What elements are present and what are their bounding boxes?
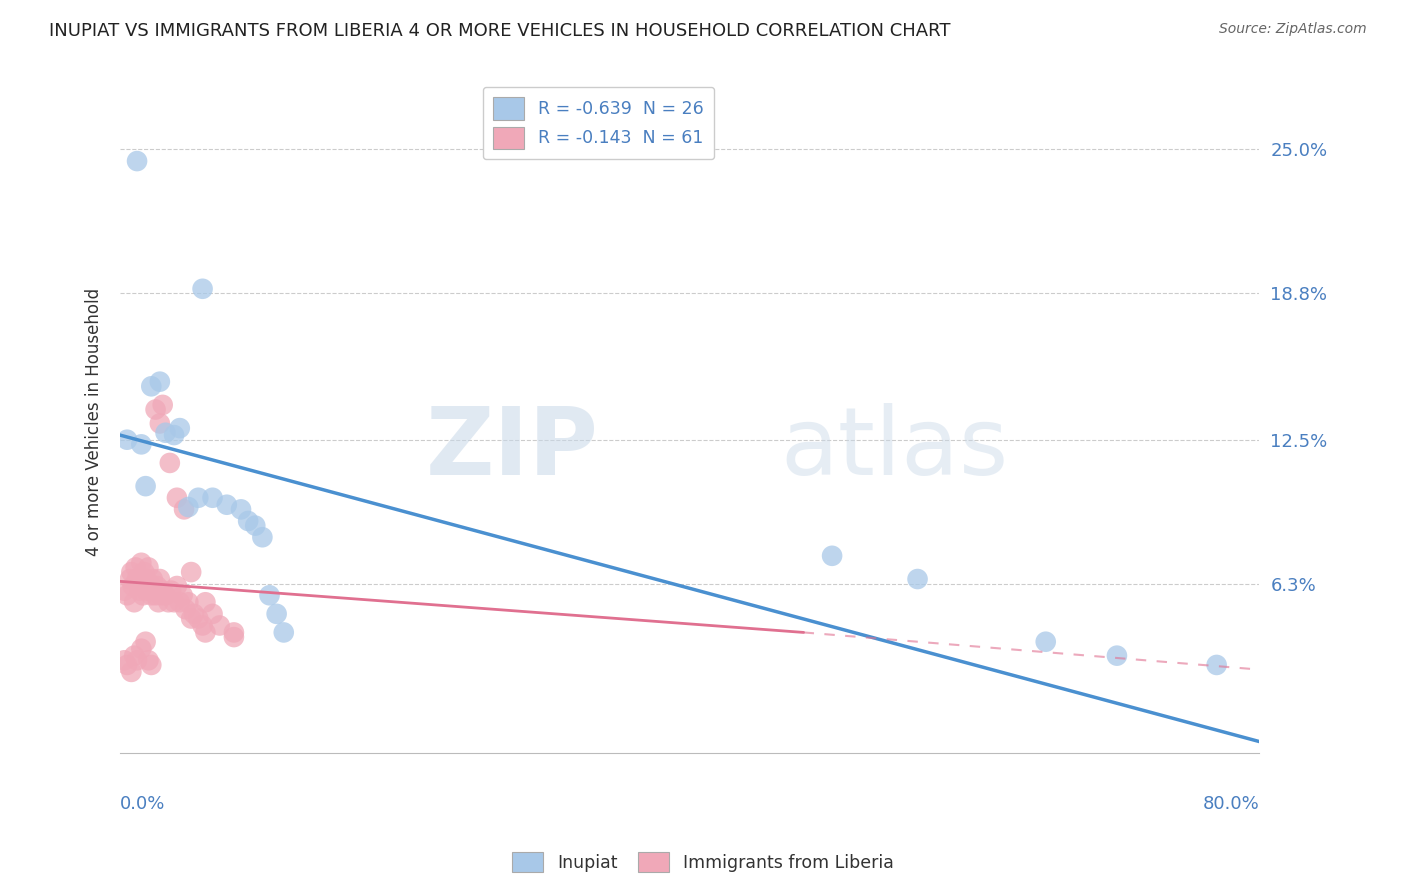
Point xyxy=(138,560,160,574)
Point xyxy=(177,500,200,514)
Point xyxy=(132,588,155,602)
Point xyxy=(149,417,172,431)
Point xyxy=(159,456,181,470)
Point xyxy=(1035,634,1057,648)
Point xyxy=(215,498,238,512)
Point xyxy=(821,549,844,563)
Point xyxy=(183,607,205,621)
Point xyxy=(155,588,177,602)
Point xyxy=(141,657,163,672)
Text: 80.0%: 80.0% xyxy=(1202,795,1260,813)
Point xyxy=(177,595,200,609)
Point xyxy=(146,579,169,593)
Text: INUPIAT VS IMMIGRANTS FROM LIBERIA 4 OR MORE VEHICLES IN HOUSEHOLD CORRELATION C: INUPIAT VS IMMIGRANTS FROM LIBERIA 4 OR … xyxy=(49,22,950,40)
Point xyxy=(187,611,209,625)
Point xyxy=(125,154,148,169)
Point xyxy=(131,556,153,570)
Point xyxy=(149,572,172,586)
Point xyxy=(169,421,191,435)
Point xyxy=(259,588,281,602)
Point xyxy=(907,572,929,586)
Y-axis label: 4 or more Vehicles in Household: 4 or more Vehicles in Household xyxy=(86,288,103,557)
Point xyxy=(174,602,197,616)
Point xyxy=(149,375,172,389)
Point xyxy=(194,625,217,640)
Point xyxy=(118,572,141,586)
Point xyxy=(139,576,162,591)
Point xyxy=(131,437,153,451)
Text: 0.0%: 0.0% xyxy=(120,795,166,813)
Point xyxy=(112,653,135,667)
Point xyxy=(157,595,180,609)
Point xyxy=(141,379,163,393)
Point xyxy=(141,588,163,602)
Point xyxy=(252,530,274,544)
Point xyxy=(187,491,209,505)
Point xyxy=(201,607,224,621)
Point xyxy=(150,588,173,602)
Point xyxy=(236,514,259,528)
Point xyxy=(125,653,148,667)
Point xyxy=(201,491,224,505)
Point xyxy=(191,618,214,632)
Point xyxy=(134,565,156,579)
Legend: R = -0.639  N = 26, R = -0.143  N = 61: R = -0.639 N = 26, R = -0.143 N = 61 xyxy=(482,87,714,160)
Point xyxy=(1205,657,1227,672)
Point xyxy=(122,648,145,663)
Point xyxy=(124,560,146,574)
Point xyxy=(160,583,183,598)
Point xyxy=(143,583,166,598)
Point xyxy=(122,595,145,609)
Point xyxy=(121,579,143,593)
Point xyxy=(135,634,157,648)
Point xyxy=(266,607,288,621)
Point xyxy=(229,502,252,516)
Point xyxy=(222,630,245,644)
Point xyxy=(163,595,186,609)
Point xyxy=(120,665,142,679)
Text: Source: ZipAtlas.com: Source: ZipAtlas.com xyxy=(1219,22,1367,37)
Point xyxy=(145,588,167,602)
Point xyxy=(115,588,138,602)
Point xyxy=(152,583,174,598)
Point xyxy=(180,611,202,625)
Point xyxy=(169,595,191,609)
Point xyxy=(152,398,174,412)
Text: atlas: atlas xyxy=(780,403,1010,495)
Point xyxy=(173,502,195,516)
Point xyxy=(208,618,231,632)
Text: ZIP: ZIP xyxy=(426,403,599,495)
Point xyxy=(125,572,148,586)
Point xyxy=(129,583,152,598)
Legend: Inupiat, Immigrants from Liberia: Inupiat, Immigrants from Liberia xyxy=(505,845,901,879)
Point xyxy=(145,402,167,417)
Point xyxy=(166,579,188,593)
Point xyxy=(245,518,267,533)
Point xyxy=(222,625,245,640)
Point xyxy=(273,625,295,640)
Point xyxy=(120,565,142,579)
Point xyxy=(194,595,217,609)
Point xyxy=(131,641,153,656)
Point xyxy=(166,491,188,505)
Point xyxy=(142,572,165,586)
Point xyxy=(172,588,194,602)
Point xyxy=(115,433,138,447)
Point xyxy=(135,479,157,493)
Point xyxy=(138,653,160,667)
Point xyxy=(180,565,202,579)
Point xyxy=(127,576,149,591)
Point xyxy=(135,572,157,586)
Point xyxy=(191,282,214,296)
Point xyxy=(148,595,170,609)
Point xyxy=(136,583,159,598)
Point xyxy=(115,657,138,672)
Point xyxy=(112,583,135,598)
Point xyxy=(163,428,186,442)
Point xyxy=(1105,648,1128,663)
Point xyxy=(155,425,177,440)
